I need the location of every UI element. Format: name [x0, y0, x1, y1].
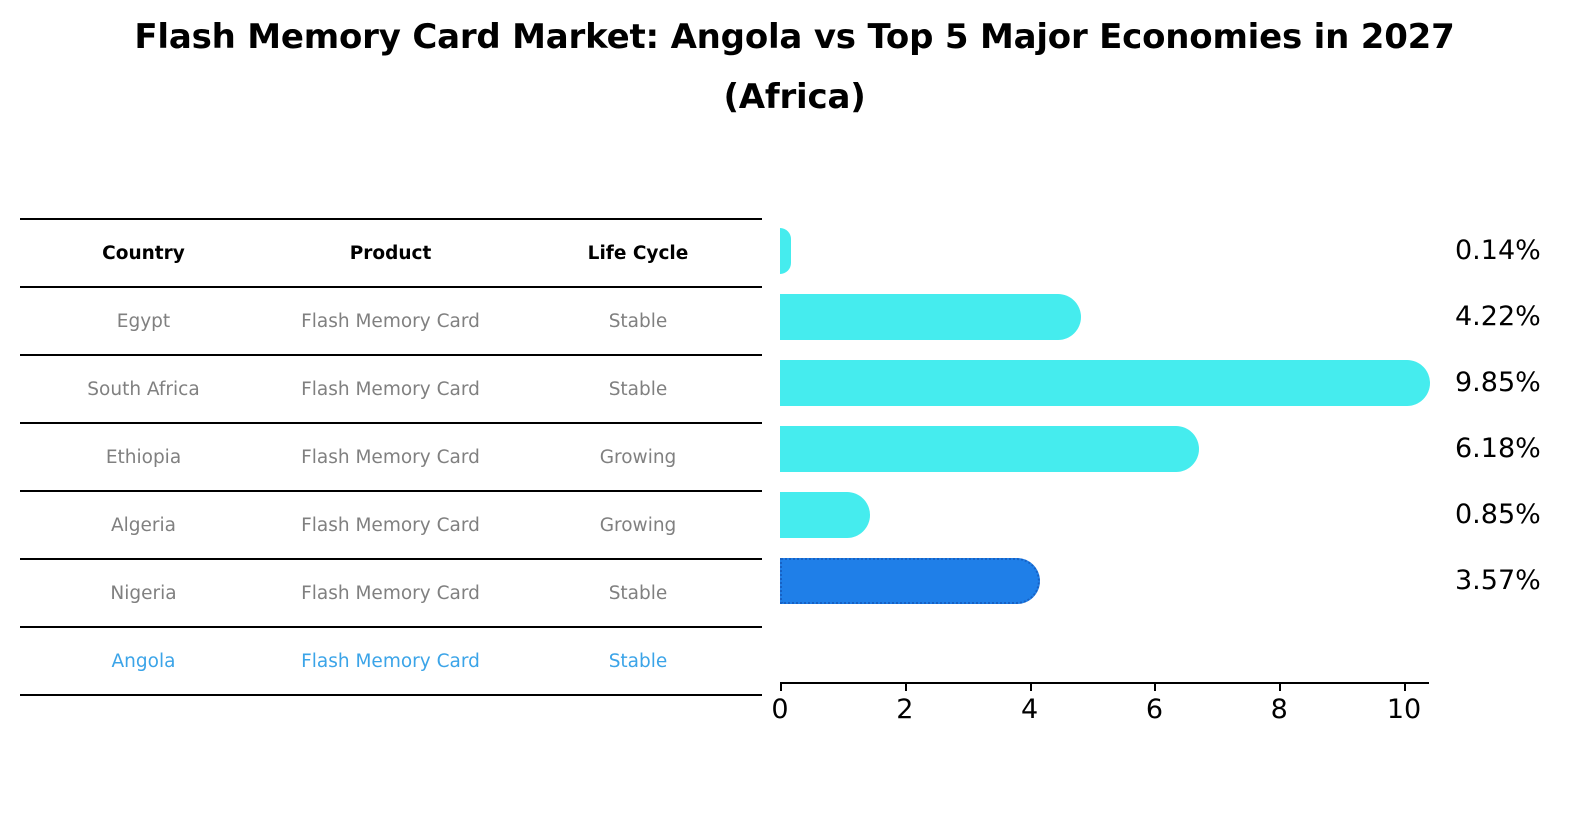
x-axis-tick-label: 6 [1145, 694, 1164, 725]
bar [780, 492, 870, 538]
bar-row [780, 350, 1431, 416]
cell-life-cycle: Stable [514, 559, 762, 628]
cell-life-cycle: Growing [514, 491, 762, 560]
bar-value-label: 0.14% [1455, 235, 1541, 266]
cell-life-cycle: Stable [514, 287, 762, 356]
cell-country: South Africa [20, 355, 267, 424]
country-table: Country Product Life Cycle Egypt Flash Me… [20, 218, 762, 696]
x-axis-tick-label: 8 [1270, 694, 1288, 725]
cell-product: Flash Memory Card [267, 355, 514, 424]
x-axis: 0 2 4 6 8 10 [771, 682, 1429, 742]
x-axis-tick [904, 682, 907, 691]
table-row: Angola Flash Memory Card Stable [20, 627, 762, 696]
country-table-panel: Country Product Life Cycle Egypt Flash Me… [20, 218, 762, 696]
cell-product: Flash Memory Card [267, 559, 514, 628]
table-header-row: Country Product Life Cycle [20, 218, 762, 288]
cell-country: Angola [20, 627, 267, 696]
page-title: Flash Memory Card Market: Angola vs Top … [0, 8, 1589, 127]
cell-country: Nigeria [20, 559, 267, 628]
title-line-1: Flash Memory Card Market: Angola vs Top … [134, 17, 1455, 57]
cell-life-cycle: Stable [514, 355, 762, 424]
cell-product: Flash Memory Card [267, 627, 514, 696]
bar-row [780, 416, 1429, 482]
x-axis-tick-label: 2 [896, 694, 914, 725]
x-axis-tick [780, 682, 782, 691]
column-header-product: Product [267, 218, 514, 288]
bar-value-label: 3.57% [1455, 565, 1541, 596]
x-axis-tick-label: 4 [1021, 694, 1039, 725]
bar-value-label: 4.22% [1455, 301, 1541, 332]
x-axis-tick [1029, 682, 1032, 691]
table-row: South Africa Flash Memory Card Stable [20, 355, 762, 424]
bar-row [780, 284, 1429, 350]
bar-value-label: 6.18% [1455, 433, 1541, 464]
cell-product: Flash Memory Card [267, 423, 514, 492]
table-row: Nigeria Flash Memory Card Stable [20, 559, 762, 628]
cell-country: Egypt [20, 287, 267, 356]
bar-row [780, 548, 1429, 614]
x-axis-tick-label: 0 [771, 694, 789, 725]
column-header-life-cycle: Life Cycle [514, 218, 762, 288]
bar-value-label: 0.85% [1455, 499, 1541, 530]
bar [780, 294, 1082, 340]
bar [780, 360, 1431, 406]
table-row: Algeria Flash Memory Card Growing [20, 491, 762, 560]
table-header: Country Product Life Cycle [20, 218, 762, 288]
cell-life-cycle: Stable [514, 627, 762, 696]
bar-chart [780, 218, 1431, 680]
title-line-2: (Africa) [723, 76, 866, 117]
bar-value-label: 9.85% [1455, 367, 1541, 398]
bar [780, 228, 792, 274]
table-row: Ethiopia Flash Memory Card Growing [20, 423, 762, 492]
table-row: Egypt Flash Memory Card Stable [20, 287, 762, 356]
x-axis-tick [1404, 682, 1407, 691]
bar-row [780, 482, 1429, 548]
cell-country: Ethiopia [20, 423, 267, 492]
cell-life-cycle: Growing [514, 423, 762, 492]
bar [780, 426, 1199, 472]
column-header-country: Country [20, 218, 267, 288]
x-axis-tick-label: 10 [1386, 694, 1422, 725]
x-axis-tick [1279, 682, 1282, 691]
cell-country: Algeria [20, 491, 267, 560]
table-body: Egypt Flash Memory Card Stable South Africa… [20, 287, 762, 696]
bar-row [780, 218, 1429, 284]
x-axis-tick [1154, 682, 1157, 691]
cell-product: Flash Memory Card [267, 491, 514, 560]
value-label-column: 0.14% 4.22% 9.85% 6.18% 0.85% 3.57% [1455, 218, 1589, 680]
cell-product: Flash Memory Card [267, 287, 514, 356]
x-axis-line [780, 682, 1429, 684]
bar-highlighted [780, 558, 1041, 604]
